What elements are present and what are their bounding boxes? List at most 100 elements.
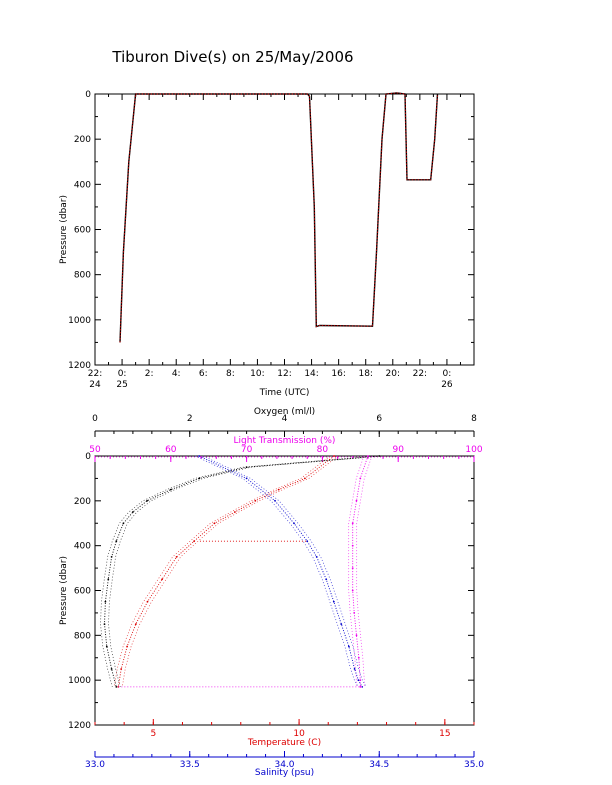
series-point xyxy=(110,556,113,558)
x-tick-label: 26 xyxy=(441,380,453,390)
axis-tick-label: 34.0 xyxy=(274,760,294,770)
plot-frame xyxy=(94,93,475,366)
series-point xyxy=(357,656,360,659)
y-tick-label: 0 xyxy=(85,90,91,100)
series-point xyxy=(340,623,343,625)
x-tick-label: 24 xyxy=(89,380,101,390)
x-tick-label: 20: xyxy=(386,369,400,379)
axis-tick-label: 8 xyxy=(471,414,477,424)
series-line-repeat xyxy=(356,455,373,687)
pressure-trace-red xyxy=(119,92,438,343)
series-line xyxy=(352,455,369,687)
axis-tick-label: 35.0 xyxy=(464,760,484,770)
axis-tick-label: 33.0 xyxy=(85,760,105,770)
series-point xyxy=(161,578,164,581)
series-point xyxy=(107,578,110,581)
series-point xyxy=(315,556,318,558)
series-point xyxy=(146,499,149,502)
y-tick-label: 600 xyxy=(74,587,91,597)
series-point xyxy=(274,499,276,502)
series-point xyxy=(277,488,280,491)
y-tick-label: 800 xyxy=(74,271,91,281)
series-line xyxy=(117,455,335,687)
y-tick-label: 200 xyxy=(74,497,91,507)
series-line-repeat xyxy=(121,455,339,687)
series-point xyxy=(234,511,236,513)
axis-tick-label: 15 xyxy=(439,729,450,739)
series-point xyxy=(245,466,248,469)
x-tick-label: 22: xyxy=(413,369,427,379)
x-tick-label: 2: xyxy=(145,369,154,379)
series-point xyxy=(351,589,354,592)
series-point xyxy=(304,477,306,480)
axis-tick-label: 33.5 xyxy=(180,760,200,770)
axis-tick-label: 90 xyxy=(392,445,404,455)
axis-tick-label: 10 xyxy=(293,729,305,739)
series-point xyxy=(361,686,364,688)
x-tick-label: 12: xyxy=(277,369,291,379)
series-point xyxy=(254,499,257,502)
series-point xyxy=(103,623,106,625)
series-point xyxy=(105,645,108,648)
series-point xyxy=(353,668,356,670)
series-point xyxy=(359,477,362,480)
series-point xyxy=(146,600,149,603)
axis-tick-label: 50 xyxy=(89,445,101,455)
series-point xyxy=(175,556,178,558)
axis-label: Temperature (C) xyxy=(247,738,321,748)
axis-tick-label: 4 xyxy=(282,414,288,424)
axis-tick-label: 80 xyxy=(317,445,329,455)
axis-tick-label: 5 xyxy=(150,729,156,739)
profile-chart: 0 200 400 600 800 1000 1200 Pressure (dbar) 0 2 4 6… xyxy=(59,407,484,778)
axis-tick-label: 0 xyxy=(92,414,98,424)
y-tick-label: 200 xyxy=(74,135,91,145)
series-point xyxy=(193,540,196,543)
series-point xyxy=(348,645,350,648)
x-tick-label: 8: xyxy=(226,369,235,379)
axis-tick-label: 2 xyxy=(187,414,193,424)
y-tick-label: 1200 xyxy=(68,361,91,371)
series-line-repeat xyxy=(108,455,384,687)
x-tick-label: 25 xyxy=(116,380,127,390)
axis-label: Light Transmission (%) xyxy=(234,436,336,446)
series-point xyxy=(169,488,172,491)
series-line-repeat xyxy=(195,455,359,688)
x-tick-label: 4: xyxy=(172,369,181,379)
axis-tick-label: 70 xyxy=(241,445,253,455)
x-tick-label: 0: xyxy=(443,369,452,379)
series-line-repeat xyxy=(113,455,331,687)
axis-tick-label: 34.5 xyxy=(369,760,389,770)
series-point xyxy=(126,645,128,648)
series-point xyxy=(351,544,354,547)
series-point xyxy=(359,686,362,688)
axis-tick-label: 60 xyxy=(165,445,177,455)
series-point xyxy=(213,522,216,525)
series-point xyxy=(122,522,125,525)
axis-label: Salinity (psu) xyxy=(255,768,314,778)
series-point xyxy=(117,686,120,688)
x-tick-label: 10: xyxy=(250,369,264,379)
series-point xyxy=(110,668,113,670)
y-tick-label: 0 xyxy=(85,452,91,462)
axis-label: Oxygen (ml/l) xyxy=(254,407,315,417)
series-point xyxy=(134,623,137,625)
series-point xyxy=(351,567,354,569)
axis-tick-label: 6 xyxy=(376,414,382,424)
series-point xyxy=(198,455,201,457)
series-line xyxy=(104,455,380,688)
y-tick-label: 400 xyxy=(74,542,91,552)
series-point xyxy=(353,612,356,614)
series-point xyxy=(132,511,134,513)
series-point xyxy=(332,600,335,603)
series-line-repeat xyxy=(348,455,365,687)
series-point xyxy=(198,477,201,480)
series-point xyxy=(357,679,360,682)
series-point xyxy=(306,540,309,543)
x-axis-label: Time (UTC) xyxy=(259,388,310,398)
axis-tick-label: 100 xyxy=(465,445,482,455)
series-point xyxy=(115,686,118,688)
x-tick-label: 16: xyxy=(331,369,345,379)
series-point xyxy=(378,455,381,457)
x-tick-label: 14: xyxy=(304,369,318,379)
y-tick-label: 1200 xyxy=(68,721,91,731)
